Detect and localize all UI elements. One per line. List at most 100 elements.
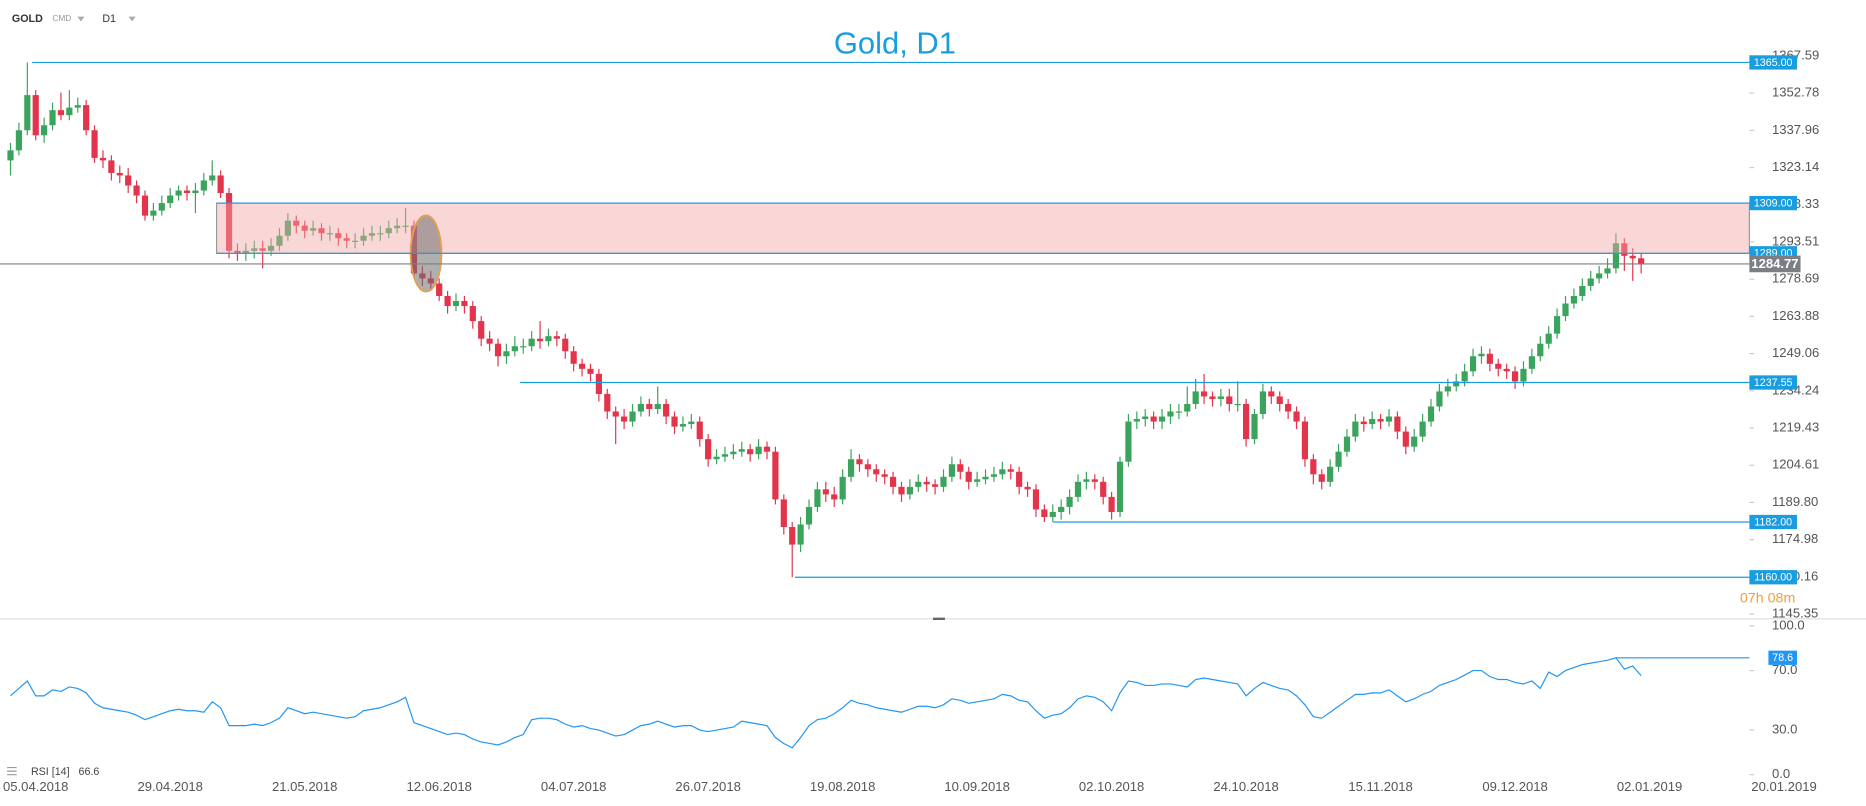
candle-body <box>150 210 157 216</box>
y-tick-label: 30.0 <box>1772 722 1797 737</box>
x-tick-label: 15.11.2018 <box>1348 779 1412 794</box>
candle-body <box>175 190 182 196</box>
candle-body <box>284 220 291 236</box>
candle-body <box>200 180 207 191</box>
candle-body <box>1570 295 1578 304</box>
candle-body <box>116 172 123 176</box>
chart-title: Gold, D1 <box>834 25 956 60</box>
candle-body <box>797 524 804 545</box>
candle-body <box>881 474 888 477</box>
candle-body <box>192 190 199 194</box>
level-label-box <box>1749 55 1797 70</box>
candle-body <box>1369 419 1376 425</box>
candle-body <box>974 479 981 482</box>
candle-body <box>1007 469 1014 472</box>
candle-body <box>343 238 350 241</box>
candle-body <box>1226 396 1233 404</box>
candle-body <box>234 250 241 254</box>
candle-body <box>957 464 964 472</box>
level-label: 1160.00 <box>1754 572 1792 584</box>
candle-body <box>1234 403 1241 406</box>
candle-body <box>932 484 939 487</box>
candle-body <box>948 464 956 477</box>
x-tick-label: 29.04.2018 <box>137 779 202 794</box>
candle-body <box>789 527 796 545</box>
x-tick-label: 21.05.2018 <box>272 779 337 794</box>
indicator-legend[interactable]: RSI [14] 66.6 <box>7 766 99 778</box>
candle-body <box>637 403 645 412</box>
candle-body <box>494 343 502 357</box>
candle-body <box>267 245 275 251</box>
candle-body <box>1150 416 1157 422</box>
candle-body <box>1184 403 1191 412</box>
candle-body <box>1049 511 1056 517</box>
candle-body <box>1511 371 1519 382</box>
candle-body <box>587 368 594 374</box>
candle-body <box>1192 391 1199 404</box>
candle-body <box>1100 481 1107 497</box>
candle-body <box>528 338 535 347</box>
candle-body <box>1554 316 1561 334</box>
candle-body <box>1486 353 1493 364</box>
candle-body <box>805 506 813 525</box>
candle-body <box>394 225 401 229</box>
level-label: 1182.00 <box>1754 516 1792 528</box>
y-tick-label: 1219.43 <box>1772 419 1819 434</box>
legend-icon[interactable] <box>7 766 17 776</box>
dropdown-arrow[interactable] <box>128 16 136 22</box>
candle-body <box>1469 356 1477 372</box>
candle-body <box>1503 368 1510 372</box>
candle-body <box>335 233 342 239</box>
y-tick-label: 1337.96 <box>1772 122 1819 137</box>
candle-body <box>1116 461 1124 512</box>
candle-body <box>1259 391 1267 415</box>
candle-body <box>1436 391 1443 407</box>
candle-body <box>696 421 703 440</box>
candle-body <box>1461 371 1468 382</box>
candle-body <box>1276 396 1283 404</box>
timeframe[interactable]: D1 <box>102 13 116 25</box>
candle-body <box>1604 268 1611 274</box>
candle-body <box>1528 356 1535 369</box>
dropdown-arrow[interactable] <box>77 16 85 22</box>
candle-body <box>1318 474 1325 482</box>
candle-body <box>225 193 233 251</box>
x-tick-label: 26.07.2018 <box>675 779 740 794</box>
candle-body <box>402 225 409 227</box>
candle-body <box>503 351 510 357</box>
candle-body <box>1360 421 1367 425</box>
candle-body <box>1268 391 1275 397</box>
candle-body <box>436 283 443 296</box>
candle-body <box>83 105 90 131</box>
current-price-label: 1284.77 <box>1751 256 1798 271</box>
candle-body <box>755 446 762 455</box>
candle-body <box>293 220 300 226</box>
candle-body <box>763 446 771 452</box>
candle-body <box>772 451 779 500</box>
candle-body <box>604 393 611 412</box>
indicator-value: 66.6 <box>79 766 100 778</box>
candle-body <box>1041 509 1048 517</box>
candle-body <box>889 476 897 487</box>
candle-body <box>209 175 216 181</box>
indicator-max-box <box>1768 650 1797 665</box>
y-tick-label: 1352.78 <box>1772 85 1819 100</box>
candle-body <box>1419 421 1426 437</box>
market[interactable]: CMD <box>52 13 71 23</box>
candle-body <box>1243 403 1250 440</box>
level-label-box <box>1749 570 1797 585</box>
candle-body <box>612 411 619 417</box>
candle-body <box>1335 451 1342 467</box>
candle-body <box>747 449 754 455</box>
candle-body <box>99 157 107 161</box>
y-tick-label: 1174.98 <box>1772 531 1818 546</box>
candle-body <box>705 439 712 460</box>
candle-body <box>1016 471 1023 487</box>
candle-body <box>1411 436 1418 447</box>
y-tick-label: 1278.69 <box>1772 271 1819 286</box>
candle-body <box>259 248 266 251</box>
candle-body <box>1612 243 1620 269</box>
symbol[interactable]: GOLD <box>12 13 43 25</box>
candle-body <box>1167 411 1174 417</box>
